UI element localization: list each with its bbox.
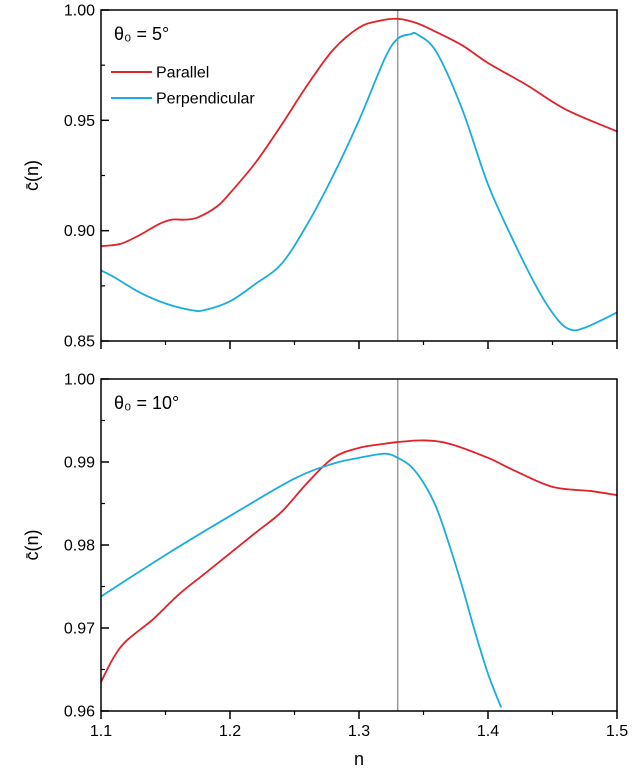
x-axis-label: n xyxy=(354,749,364,769)
y-tick-label: 1.00 xyxy=(64,372,95,389)
y-tick-label: 0.95 xyxy=(64,113,95,130)
plot-frame xyxy=(100,378,618,712)
x-tick-label: 1.3 xyxy=(348,723,370,740)
series-line-perpendicular xyxy=(101,31,617,332)
series-line-parallel xyxy=(101,439,617,683)
panel-theta-5: 0.85 0.90 0.95 1.00 c̄(n) θ₀ = 5° Parallel Perp… xyxy=(22,3,618,351)
y-tick-label: 0.96 xyxy=(64,704,95,721)
panel-annotation: θ₀ = 10° xyxy=(114,393,179,413)
series-group xyxy=(101,439,617,708)
y-tick-label: 0.90 xyxy=(64,223,95,240)
y-axis-label: c̄(n) xyxy=(22,160,42,191)
x-tick-label: 1.1 xyxy=(90,723,112,740)
y-tick-label: 0.85 xyxy=(64,334,95,351)
y-tick-label: 0.98 xyxy=(64,538,95,555)
legend-label-parallel: Parallel xyxy=(156,65,209,82)
series-line-perpendicular xyxy=(101,452,502,708)
x-tick-label: 1.5 xyxy=(606,723,628,740)
panel-theta-10: 0.96 0.97 0.98 0.99 1.00 1.1 1.2 1.3 1.4 1.5 c̄(n)… xyxy=(22,372,628,770)
y-tick-label: 1.00 xyxy=(64,3,95,20)
legend-label-perpendicular: Perpendicular xyxy=(156,91,255,108)
series-line-parallel xyxy=(101,17,617,248)
legend: Parallel Perpendicular xyxy=(111,65,255,108)
y-tick-label: 0.97 xyxy=(64,621,95,638)
y-axis-label: c̄(n) xyxy=(22,530,42,561)
series-group xyxy=(101,17,617,332)
x-tick-label: 1.4 xyxy=(477,723,499,740)
y-tick-label: 0.99 xyxy=(64,455,95,472)
panel-annotation: θ₀ = 5° xyxy=(114,24,169,44)
x-tick-label: 1.2 xyxy=(219,723,241,740)
